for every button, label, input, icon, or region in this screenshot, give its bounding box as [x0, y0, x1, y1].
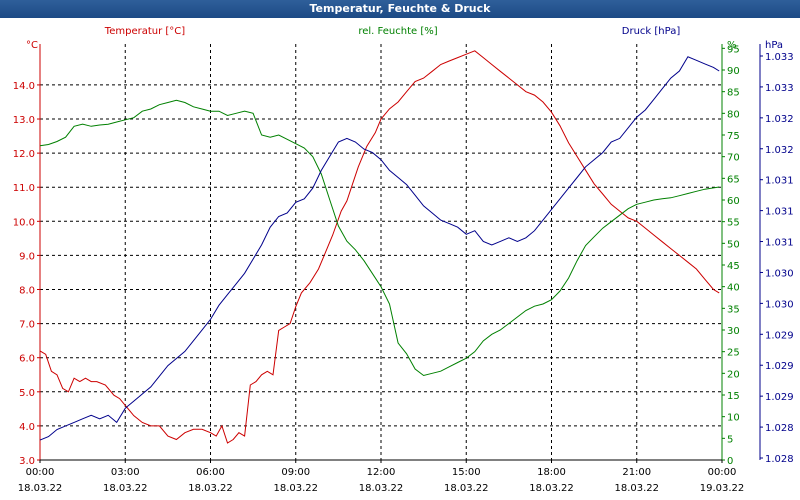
pressure-tick-label: 1.029 — [765, 330, 794, 341]
humidity-tick-label: 40 — [727, 283, 740, 294]
series-group — [39, 50, 720, 444]
temperature-tick-label: 6.0 — [19, 354, 35, 365]
humidity-tick-label: 50 — [727, 239, 740, 250]
series-line-humidity — [39, 99, 720, 377]
pressure-unit: hPa — [765, 40, 783, 51]
x-tick-time-label: 03:00 — [111, 467, 140, 478]
temperature-tick-label: 8.0 — [19, 286, 35, 297]
humidity-tick-label: 0 — [727, 456, 733, 467]
pressure-tick-label: 1.032 — [765, 145, 794, 156]
temperature-tick-label: 12.0 — [13, 149, 35, 160]
grid — [39, 44, 723, 461]
x-tick-date-label: 18.03.22 — [273, 483, 318, 494]
pressure-tick-label: 1.029 — [765, 392, 794, 403]
series-line-temperature — [39, 50, 720, 444]
humidity-tick-label: 35 — [727, 304, 740, 315]
temperature-tick-label: 10.0 — [13, 217, 35, 228]
temperature-tick-label: 7.0 — [19, 320, 35, 331]
humidity-tick-label: 60 — [727, 196, 740, 207]
temperature-tick-label: 9.0 — [19, 251, 35, 262]
chart: 3.0 4.0 5.0 6.0 7.0 8.0 9.0 10.0 11.0 12.0 13.0 14.… — [13, 26, 794, 494]
humidity-tick-label: 5 — [727, 434, 733, 445]
humidity-unit: % — [727, 40, 737, 51]
humidity-tick-label: 85 — [727, 88, 740, 99]
x-tick-date-label: 18.03.22 — [614, 483, 659, 494]
temperature-unit: °C — [26, 40, 38, 51]
pressure-tick-label: 1.028 — [765, 454, 794, 465]
pressure-tick-label: 1.028 — [765, 423, 794, 434]
series-line-pressure — [39, 56, 720, 441]
x-tick-time-label: 21:00 — [622, 467, 651, 478]
x-tick-date-label: 18.03.22 — [188, 483, 233, 494]
temperature-tick-label: 11.0 — [13, 183, 35, 194]
humidity-tick-label: 20 — [727, 369, 740, 380]
humidity-tick-label: 45 — [727, 261, 740, 272]
pressure-tick-label: 1.031 — [765, 207, 794, 218]
x-tick-time-label: 15:00 — [452, 467, 481, 478]
humidity-tick-label: 65 — [727, 174, 740, 185]
x-tick-time-label: 00:00 — [26, 467, 55, 478]
humidity-tick-label: 15 — [727, 391, 740, 402]
pressure-axis-title: Druck [hPa] — [622, 26, 681, 37]
humidity-tick-label: 25 — [727, 348, 740, 359]
x-tick-date-label: 18.03.22 — [103, 483, 148, 494]
humidity-tick-label: 75 — [727, 131, 740, 142]
pressure-tick-label: 1.030 — [765, 299, 794, 310]
x-tick-time-label: 18:00 — [537, 467, 566, 478]
x-tick-date-label: 18.03.22 — [359, 483, 404, 494]
axis-labels: Temperatur [°C] rel. Feuchte [%] Druck [… — [26, 26, 783, 51]
pressure-tick-label: 1.029 — [765, 361, 794, 372]
axes: 3.0 4.0 5.0 6.0 7.0 8.0 9.0 10.0 11.0 12.0 13.0 14.… — [13, 44, 794, 494]
chart-title: Temperatur, Feuchte & Druck — [0, 0, 800, 18]
humidity-tick-label: 70 — [727, 153, 740, 164]
x-tick-date-label: 18.03.22 — [529, 483, 574, 494]
pressure-tick-label: 1.033 — [765, 52, 794, 63]
humidity-tick-label: 95 — [727, 44, 740, 55]
temperature-axis-title: Temperatur [°C] — [104, 26, 185, 37]
pressure-tick-label: 1.031 — [765, 238, 794, 249]
x-tick-date-label: 18.03.22 — [18, 483, 63, 494]
pressure-tick-label: 1.030 — [765, 268, 794, 279]
humidity-tick-label: 80 — [727, 109, 740, 120]
humidity-tick-label: 90 — [727, 66, 740, 77]
x-tick-date-label: 18.03.22 — [444, 483, 489, 494]
pressure-tick-label: 1.033 — [765, 83, 794, 94]
humidity-tick-label: 30 — [727, 326, 740, 337]
x-tick-time-label: 00:00 — [708, 467, 737, 478]
temperature-tick-label: 5.0 — [19, 388, 35, 399]
pressure-tick-label: 1.032 — [765, 114, 794, 125]
temperature-tick-label: 13.0 — [13, 115, 35, 126]
x-tick-date-label: 19.03.22 — [700, 483, 745, 494]
humidity-axis-title: rel. Feuchte [%] — [358, 26, 437, 37]
pressure-tick-label: 1.031 — [765, 176, 794, 187]
x-tick-time-label: 06:00 — [196, 467, 225, 478]
temperature-tick-label: 3.0 — [19, 456, 35, 467]
humidity-tick-label: 55 — [727, 218, 740, 229]
humidity-tick-label: 10 — [727, 413, 740, 424]
x-tick-time-label: 12:00 — [367, 467, 396, 478]
temperature-tick-label: 4.0 — [19, 422, 35, 433]
x-tick-time-label: 09:00 — [281, 467, 310, 478]
temperature-tick-label: 14.0 — [13, 81, 35, 92]
